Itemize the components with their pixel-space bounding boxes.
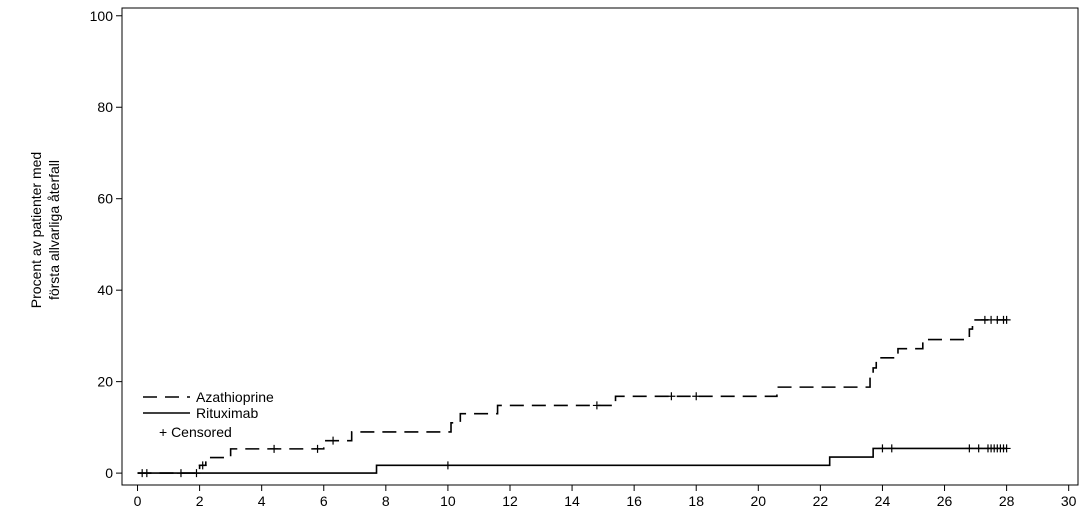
censored-mark	[270, 444, 279, 453]
y-axis-label: första allvarliga återfall	[46, 160, 62, 300]
y-tick-label: 60	[97, 191, 113, 207]
censored-mark	[592, 401, 601, 410]
y-tick-label: 40	[97, 282, 113, 298]
censored-mark	[192, 469, 201, 478]
x-tick-label: 10	[440, 493, 456, 509]
censored-mark	[667, 392, 676, 401]
censored-mark	[313, 444, 322, 453]
censored-mark	[965, 444, 974, 453]
censored-mark	[1002, 315, 1011, 324]
x-tick-label: 24	[875, 493, 891, 509]
x-tick-label: 0	[134, 493, 142, 509]
y-tick-label: 20	[97, 374, 113, 390]
x-tick-label: 8	[382, 493, 390, 509]
x-tick-label: 2	[196, 493, 204, 509]
legend-label: Azathioprine	[196, 389, 274, 405]
censored-mark	[692, 392, 701, 401]
plot-frame	[121, 7, 1079, 486]
x-tick-label: 16	[626, 493, 642, 509]
y-axis-label: Procent av patienter med	[28, 152, 44, 308]
x-tick-label: 26	[937, 493, 953, 509]
censored-mark	[329, 436, 338, 445]
x-tick-label: 6	[320, 493, 328, 509]
legend-label: + Censored	[159, 424, 232, 440]
x-tick-label: 30	[1061, 493, 1077, 509]
censored-mark	[1002, 444, 1011, 453]
y-tick-label: 80	[97, 99, 113, 115]
censored-mark	[198, 461, 207, 470]
censored-mark	[878, 444, 887, 453]
censored-mark	[443, 461, 452, 470]
y-tick-label: 0	[105, 465, 113, 481]
x-tick-label: 14	[564, 493, 580, 509]
x-tick-label: 12	[502, 493, 518, 509]
censored-mark	[176, 469, 185, 478]
x-tick-label: 4	[258, 493, 266, 509]
censored-mark	[142, 469, 151, 478]
x-tick-label: 28	[999, 493, 1015, 509]
x-tick-label: 18	[688, 493, 704, 509]
censored-mark	[887, 444, 896, 453]
censored-mark	[974, 444, 983, 453]
survival-line	[137, 319, 1007, 474]
legend-label: Rituximab	[196, 405, 258, 421]
survival-line	[137, 447, 1007, 474]
y-tick-label: 100	[90, 8, 114, 24]
x-tick-label: 22	[813, 493, 829, 509]
x-tick-label: 20	[751, 493, 767, 509]
